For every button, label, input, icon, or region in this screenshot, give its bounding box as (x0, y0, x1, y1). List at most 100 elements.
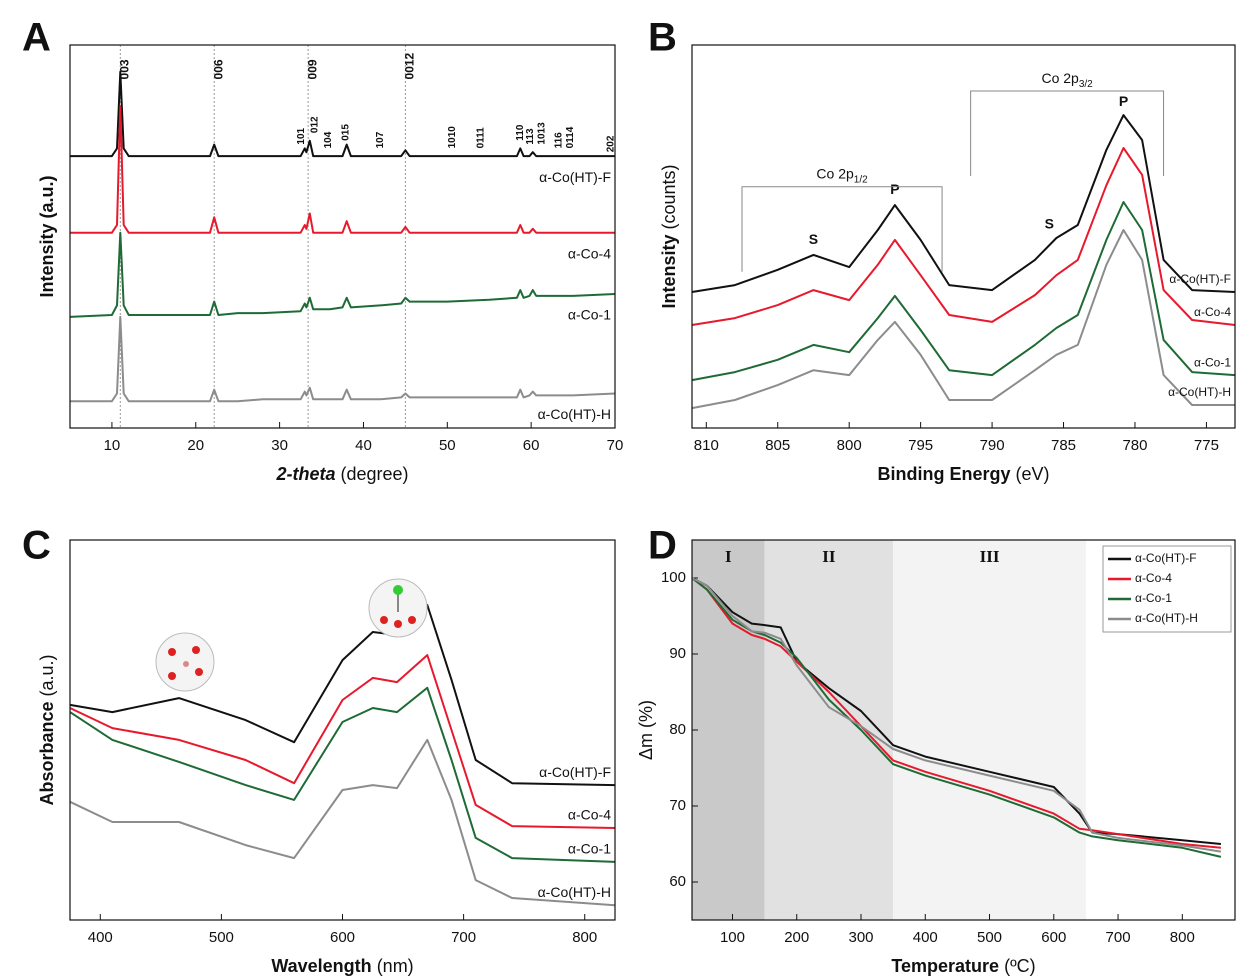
panel-letter: A (22, 16, 51, 60)
series-line (69, 231, 616, 318)
x-axis-title: Binding Energy (eV) (877, 464, 1049, 484)
x-axis-title-unit: (nm) (377, 956, 414, 976)
annotation: 0111 (475, 127, 486, 149)
x-axis-title: Temperature (ºC) (891, 956, 1035, 976)
y-axis-title: Intensity (counts) (659, 164, 679, 308)
y-axis-title: Δm (%) (636, 700, 656, 760)
series-label: α-Co(HT)-H (1168, 385, 1231, 399)
series-line (691, 577, 1222, 853)
x-tick-label: 100 (720, 929, 745, 946)
x-tick-label: 400 (88, 929, 113, 946)
x-tick-label: 40 (355, 437, 372, 454)
series-line (70, 315, 616, 403)
x-tick-label: 400 (913, 929, 938, 946)
series-line (70, 70, 615, 158)
x-tick-label: 700 (1106, 929, 1131, 946)
x-tick-label: 500 (209, 929, 234, 946)
y-tick-label: 90 (669, 645, 686, 662)
series-line (69, 604, 616, 787)
annotation: 0114 (565, 126, 576, 148)
bracket-label: Co 2p1/2 (816, 165, 868, 185)
annotation: 0012 (403, 52, 417, 79)
series-line (691, 577, 1221, 849)
bracket-label: Co 2p3/2 (1041, 70, 1093, 90)
panel: 10 20 30 40 50 60 70 α-Co(HT)-F α-Co-4 α-Co-1 α-Co… (22, 16, 623, 484)
x-tick-label: 800 (572, 929, 597, 946)
y-axis-title-main: Absorbance (37, 702, 57, 806)
series-label: α-Co(HT)-F (539, 169, 611, 185)
series-line (69, 686, 616, 863)
series-line (691, 114, 1236, 293)
legend-label: α-Co(HT)-H (1135, 611, 1198, 625)
series-line (691, 229, 1235, 410)
plot-frame (69, 539, 616, 921)
series-line (691, 201, 1236, 382)
x-axis-title-main: 2-theta (275, 464, 335, 484)
x-tick-label: 800 (1170, 929, 1195, 946)
x-tick-label: 800 (837, 437, 862, 454)
x-axis-title-main: Temperature (891, 956, 999, 976)
legend-box (1102, 545, 1232, 633)
annotation: S (809, 231, 818, 247)
series-label: α-Co-4 (568, 807, 611, 823)
x-axis-title-unit: (eV) (1016, 464, 1050, 484)
y-tick-label: 80 (669, 721, 686, 738)
series-label: α-Co(HT)-F (1169, 272, 1231, 286)
x-tick-label: 600 (330, 929, 355, 946)
x-tick-label: 795 (908, 437, 933, 454)
series-label: α-Co-4 (568, 245, 611, 261)
series-line (69, 654, 616, 829)
panel: 400 500 600 700 800 α-Co(HT)-F α-Co-4 α-Co-1 α-C… (22, 524, 616, 976)
x-axis-title-main: Binding Energy (877, 464, 1010, 484)
bracket (741, 186, 943, 272)
annotation: 015 (340, 124, 351, 141)
x-axis-title-unit: (degree) (340, 464, 408, 484)
series-line (691, 147, 1236, 326)
x-tick-label: 50 (439, 437, 456, 454)
annotation: 101 (296, 127, 307, 144)
x-tick-label: 60 (523, 437, 540, 454)
molecule-icon-tetrahedral (368, 578, 428, 638)
series-label: α-Co(HT)-H (538, 406, 611, 422)
x-tick-label: 30 (271, 437, 288, 454)
annotation: 006 (211, 59, 225, 79)
x-tick-label: 785 (1051, 437, 1076, 454)
y-tick-label: 60 (669, 873, 686, 890)
y-tick-label: 100 (661, 569, 686, 586)
annotation: 1010 (447, 126, 458, 149)
y-axis-title: Absorbance (a.u.) (37, 654, 57, 805)
x-tick-label: 790 (980, 437, 1005, 454)
y-axis-title-unit: (a.u.) (37, 175, 57, 218)
bracket-label-main: Co 2p (1041, 70, 1079, 86)
series-label: α-Co-1 (568, 307, 611, 323)
annotation: 110 (515, 124, 526, 141)
plot-frame (691, 44, 1236, 429)
y-axis-title-unit: (counts) (659, 164, 679, 229)
annotation: 107 (375, 131, 386, 148)
y-axis-title-main: Intensity (659, 235, 679, 309)
y-tick-label: 70 (669, 797, 686, 814)
annotation: 009 (305, 59, 319, 79)
x-tick-label: 500 (977, 929, 1002, 946)
y-axis-title-unit: (a.u.) (37, 654, 57, 696)
y-axis-title: Intensity (a.u.) (37, 175, 57, 297)
x-tick-label: 700 (451, 929, 476, 946)
panel-letter: B (648, 16, 677, 60)
x-axis-title: 2-theta (degree) (275, 464, 408, 484)
legend-label: α-Co-4 (1135, 571, 1172, 585)
legend-label: α-Co-1 (1135, 591, 1172, 605)
panel: 810 805 800 795 790 785 780 775 α-Co(HT)-F α-Co-4… (648, 16, 1236, 484)
x-tick-label: 20 (187, 437, 204, 454)
series-label: α-Co-1 (568, 841, 611, 857)
x-tick-label: 300 (848, 929, 873, 946)
series-label: α-Co-1 (1194, 355, 1231, 369)
annotation: 003 (118, 59, 132, 79)
y-axis-title-main: Δm (%) (636, 700, 656, 760)
x-tick-label: 70 (607, 437, 624, 454)
plot-frame (691, 539, 1236, 921)
x-tick-label: 805 (765, 437, 790, 454)
panel-letter: C (22, 524, 51, 568)
x-axis-title: Wavelength (nm) (271, 956, 413, 976)
plot-frame (69, 44, 616, 429)
